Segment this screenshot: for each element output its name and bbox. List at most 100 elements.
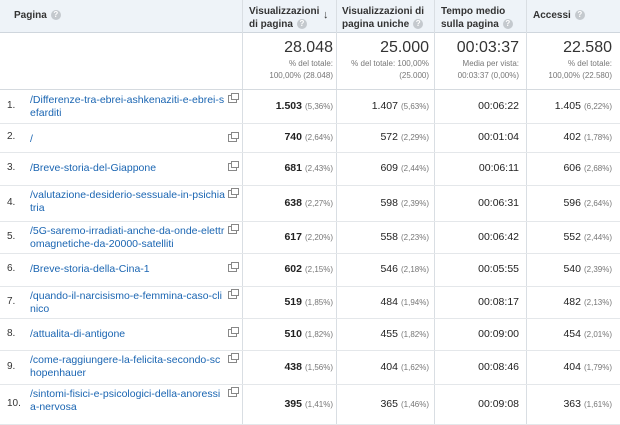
open-external-icon[interactable] [228,161,239,171]
unique-value: 484 [380,296,398,308]
page-link[interactable]: / [30,133,33,145]
entrances-value: 402 [563,131,581,143]
header-views[interactable]: Visualizzazioni di pagina? [249,5,329,31]
page-link[interactable]: /valutazione-desiderio-sessuale-in-psich… [30,189,225,214]
total-entrances: 22.580 % del totale: 100,00% (22.580) [528,39,612,81]
total-entrances-sub2: 100,00% (22.580) [548,71,612,80]
total-views: 28.048 % del totale: 100,00% (28.048) [245,39,333,81]
views-value: 510 [284,328,302,340]
unique-value: 598 [380,197,398,209]
header-avg-time-label: Tempo medio sulla pagina [441,6,506,30]
entrances-cell: 404 (1,79%) [528,361,612,373]
unique-percent: (2,44%) [400,164,429,173]
views-cell: 638 (2,27%) [245,197,333,209]
unique-percent: (2,18%) [400,265,429,274]
views-value: 681 [284,162,302,174]
table-row: 5. /5G-saremo-irradiati-anche-da-onde-ele… [0,221,620,254]
total-unique-value: 25.000 [380,39,429,56]
views-value: 395 [284,398,302,410]
unique-value: 1.407 [371,100,398,112]
unique-percent: (1,46%) [400,400,429,409]
entrances-percent: (1,79%) [583,363,612,372]
views-percent: (5,36%) [304,102,333,111]
page-link[interactable]: /sintomi-fisici-e-psicologici-della-anor… [30,388,221,413]
help-icon[interactable]: ? [50,10,61,20]
unique-cell: 484 (1,94%) [338,296,429,308]
avg-time-cell: 00:09:08 [437,398,519,410]
row-index: 7. [7,296,16,307]
unique-cell: 1.407 (5,63%) [338,100,429,112]
avg-time-value: 00:06:42 [478,231,519,243]
entrances-value: 552 [563,231,581,243]
column-divider [242,0,243,424]
total-unique-sub2: (25.000) [399,71,429,80]
page-link[interactable]: /come-raggiungere-la-felicita-secondo-sc… [30,354,221,379]
header-unique-label: Visualizzazioni di pagina uniche [342,6,425,30]
header-page[interactable]: Pagina? [14,9,61,22]
entrances-cell: 1.405 (6,22%) [528,100,612,112]
unique-percent: (2,23%) [400,233,429,242]
avg-time-value: 00:01:04 [478,131,519,143]
table-row: 1. /Differenze-tra-ebrei-ashkenaziti-e-eb… [0,90,620,124]
views-cell: 740 (2,64%) [245,131,333,143]
page-link[interactable]: /Breve-storia-della-Cina-1 [30,263,150,275]
total-avg-time-value: 00:03:37 [456,39,519,56]
header-unique[interactable]: Visualizzazioni di pagina uniche? [342,5,430,31]
page-link[interactable]: /Breve-storia-del-Giappone [30,162,157,174]
entrances-percent: (1,78%) [583,133,612,142]
row-index: 4. [7,197,16,208]
entrances-percent: (2,13%) [583,298,612,307]
open-external-icon[interactable] [228,289,239,299]
unique-value: 609 [380,162,398,174]
header-page-label: Pagina [14,10,47,21]
open-external-icon[interactable] [228,132,239,142]
row-index: 2. [7,131,16,142]
entrances-value: 404 [563,361,581,373]
header-avg-time[interactable]: Tempo medio sulla pagina? [441,5,521,31]
views-percent: (1,56%) [304,363,333,372]
unique-cell: 572 (2,29%) [338,131,429,143]
page-link[interactable]: /Differenze-tra-ebrei-ashkenaziti-e-ebre… [30,94,225,119]
unique-value: 455 [380,328,398,340]
avg-time-value: 00:06:11 [478,162,519,174]
help-icon[interactable]: ? [574,10,585,20]
entrances-cell: 540 (2,39%) [528,263,612,275]
open-external-icon[interactable] [228,262,239,272]
open-external-icon[interactable] [228,387,239,397]
sort-down-arrow-icon[interactable]: ↓ [323,9,329,21]
row-index: 9. [7,361,16,372]
open-external-icon[interactable] [228,327,239,337]
row-index: 8. [7,328,16,339]
page-link[interactable]: /attualita-di-antigone [30,328,126,340]
open-external-icon[interactable] [228,93,239,103]
table-header: Pagina? Visualizzazioni di pagina? ↓ Vis… [0,0,620,33]
header-entrances[interactable]: Accessi? [533,9,585,22]
total-avg-time: 00:03:37 Media per vista: 00:03:37 (0,00… [437,39,519,81]
unique-value: 404 [380,361,398,373]
row-index: 1. [7,100,16,111]
open-external-icon[interactable] [228,224,239,234]
unique-cell: 365 (1,46%) [338,398,429,410]
page-link[interactable]: /quando-il-narcisismo-e-femmina-caso-cli… [30,290,222,315]
avg-time-value: 00:08:46 [478,361,519,373]
open-external-icon[interactable] [228,188,239,198]
help-icon[interactable]: ? [502,19,513,29]
avg-time-cell: 00:08:46 [437,361,519,373]
unique-percent: (1,62%) [400,363,429,372]
entrances-cell: 552 (2,44%) [528,231,612,243]
open-external-icon[interactable] [228,353,239,363]
avg-time-cell: 00:08:17 [437,296,519,308]
unique-percent: (2,39%) [400,199,429,208]
entrances-value: 596 [563,197,581,209]
help-icon[interactable]: ? [413,19,424,29]
unique-cell: 546 (2,18%) [338,263,429,275]
totals-row: 28.048 % del totale: 100,00% (28.048) 25… [0,33,620,90]
views-percent: (2,43%) [304,164,333,173]
page-link[interactable]: /5G-saremo-irradiati-anche-da-onde-elett… [30,225,225,250]
views-value: 519 [284,296,302,308]
help-icon[interactable]: ? [296,19,307,29]
unique-percent: (2,29%) [400,133,429,142]
entrances-percent: (2,01%) [583,330,612,339]
total-views-sub1: % del totale: [288,59,333,68]
header-entrances-label: Accessi [533,10,571,21]
